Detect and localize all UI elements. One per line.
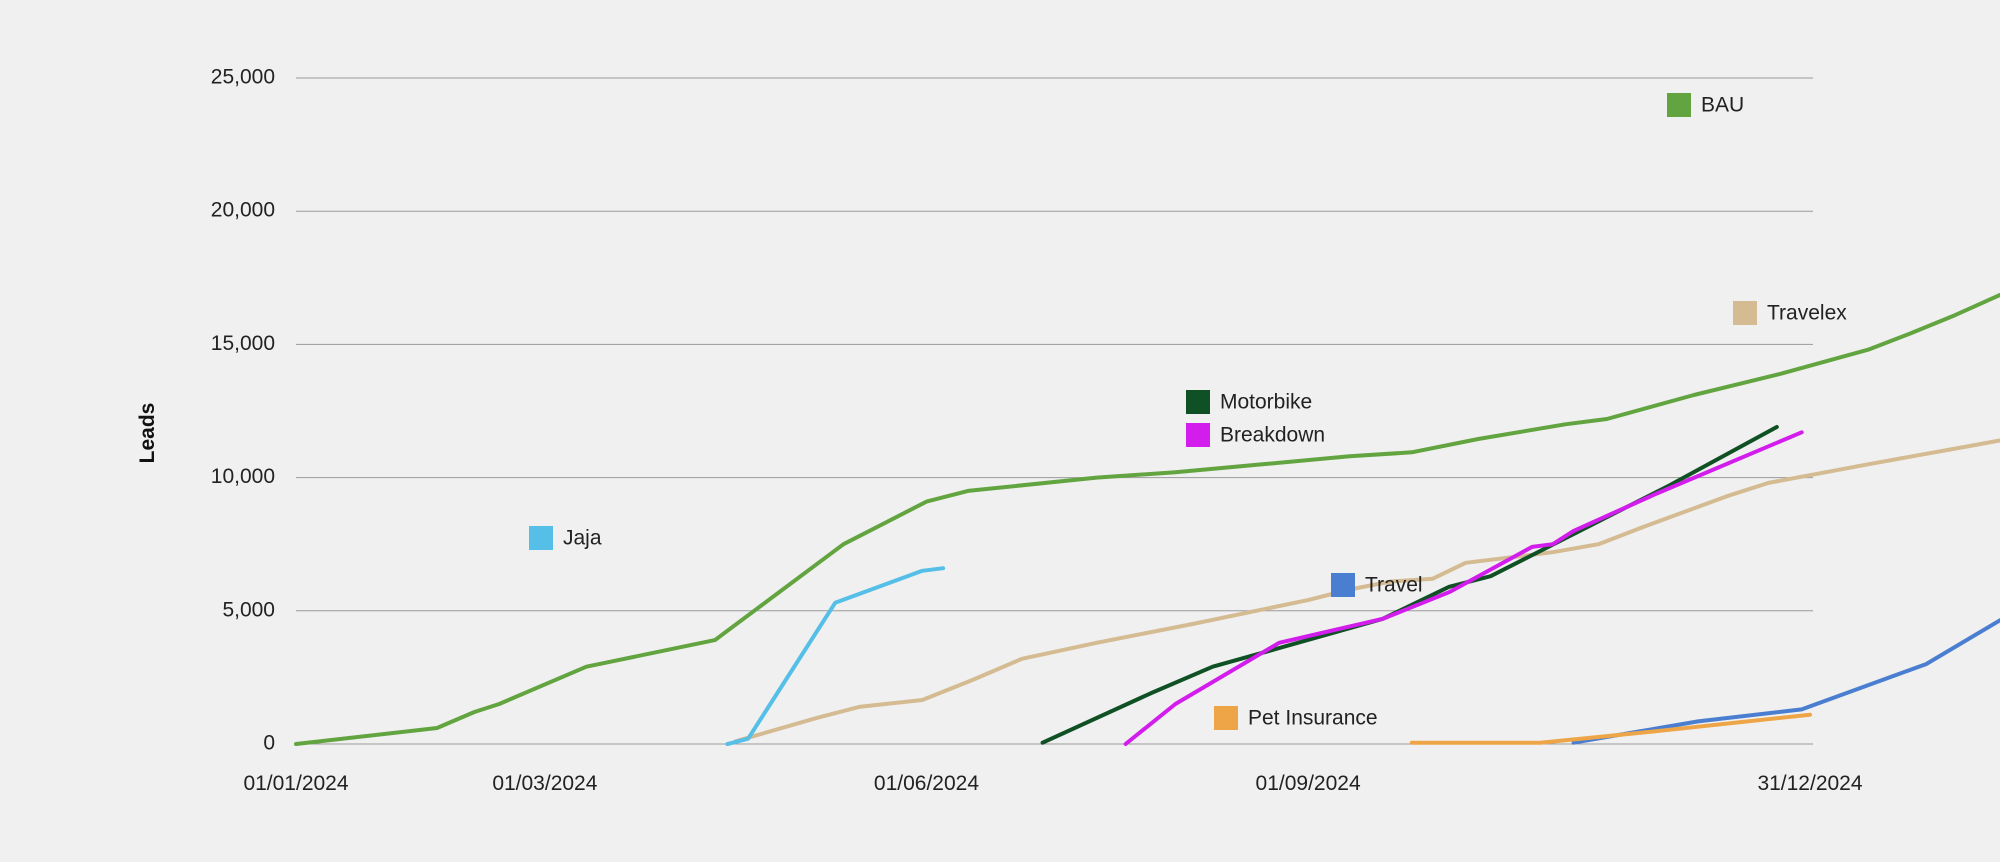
y-tick-label: 20,000 xyxy=(211,199,275,222)
legend-swatch xyxy=(1186,423,1210,447)
series-lines xyxy=(294,292,2000,746)
y-tick-label: 25,000 xyxy=(211,66,275,89)
series-line-travelex xyxy=(733,438,2000,744)
legend-item-pet-insurance: Pet Insurance xyxy=(1214,706,1378,730)
legend-item-bau: BAU xyxy=(1667,93,1744,117)
legend-item-jaja: Jaja xyxy=(529,526,602,550)
gridlines xyxy=(296,77,1813,745)
series-line-travel xyxy=(1571,617,2000,745)
legend: BAU Travelex Jaja Motorbike Breakdown Travel P… xyxy=(529,93,1847,730)
legend-item-travelex: Travelex xyxy=(1733,301,1847,325)
legend-swatch xyxy=(1331,573,1355,597)
legend-label: Motorbike xyxy=(1220,391,1312,414)
legend-label: Travel xyxy=(1365,574,1423,597)
legend-item-motorbike: Motorbike xyxy=(1186,390,1312,414)
legend-swatch xyxy=(1667,93,1691,117)
y-tick-label: 10,000 xyxy=(211,465,275,488)
legend-item-travel: Travel xyxy=(1331,573,1423,597)
legend-label: Travelex xyxy=(1767,302,1847,325)
series-line-pet-insurance xyxy=(1409,712,1812,745)
legend-label: Pet Insurance xyxy=(1248,707,1378,730)
series-line-jaja xyxy=(725,566,946,746)
legend-label: Breakdown xyxy=(1220,424,1325,447)
legend-swatch xyxy=(1214,706,1238,730)
x-tick-label: 01/01/2024 xyxy=(243,772,348,795)
legend-label: Jaja xyxy=(563,527,602,550)
series-line-bau xyxy=(294,292,2000,746)
legend-item-breakdown: Breakdown xyxy=(1186,423,1325,447)
y-tick-label: 0 xyxy=(263,732,275,755)
legend-swatch xyxy=(1186,390,1210,414)
y-tick-label: 5,000 xyxy=(222,598,275,621)
y-tick-label: 15,000 xyxy=(211,332,275,355)
x-axis-ticks: 01/01/2024 01/03/2024 01/06/2024 01/09/2024… xyxy=(243,772,1862,795)
series-line-breakdown xyxy=(1123,430,1804,746)
x-tick-label: 01/09/2024 xyxy=(1256,772,1361,795)
x-tick-label: 31/12/2024 xyxy=(1757,772,1862,795)
legend-swatch xyxy=(529,526,553,550)
y-axis-label: Leads xyxy=(136,403,159,464)
x-tick-label: 01/06/2024 xyxy=(874,772,979,795)
legend-swatch xyxy=(1733,301,1757,325)
y-axis-ticks: 0 5,000 10,000 15,000 20,000 25,000 xyxy=(211,66,275,755)
legend-label: BAU xyxy=(1701,94,1744,117)
x-tick-label: 01/03/2024 xyxy=(492,772,597,795)
